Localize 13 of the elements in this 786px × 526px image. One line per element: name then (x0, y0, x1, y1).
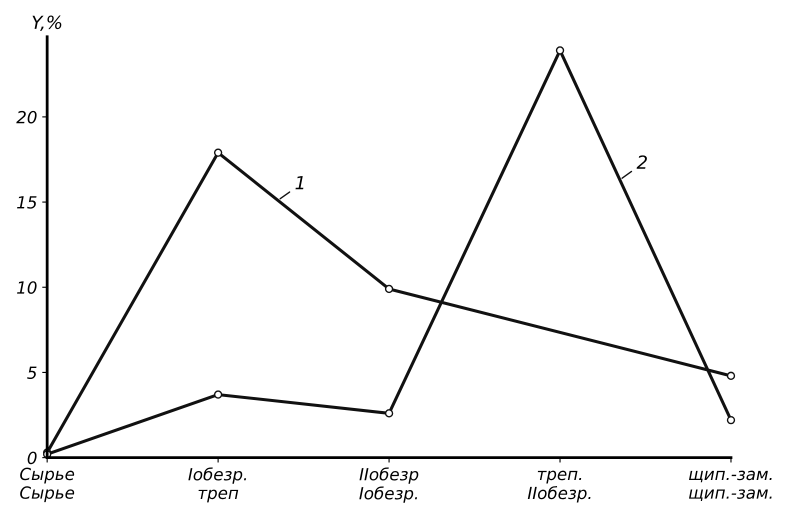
y-tick-label: 5 (27, 366, 37, 380)
y-tick-label: 20 (16, 110, 37, 124)
x-tick-label: IIобезр Iобезр. (359, 467, 418, 503)
series-label: 2 (636, 155, 647, 169)
x-tick-label: щип.-зам. щип.-зам. (688, 470, 772, 501)
y-axis-title: Y,% (32, 15, 62, 31)
x-tick-label: треп. IIобезр. (528, 470, 590, 502)
x-tick-label: Iобезр. треп (188, 467, 246, 502)
series-label: 1 (296, 176, 304, 190)
x-tick-label: Сырье Сырье (20, 468, 74, 502)
y-tick-label: 10 (17, 281, 37, 294)
y-tick-label: 0 (28, 452, 37, 464)
y-tick-label: 15 (17, 196, 37, 209)
